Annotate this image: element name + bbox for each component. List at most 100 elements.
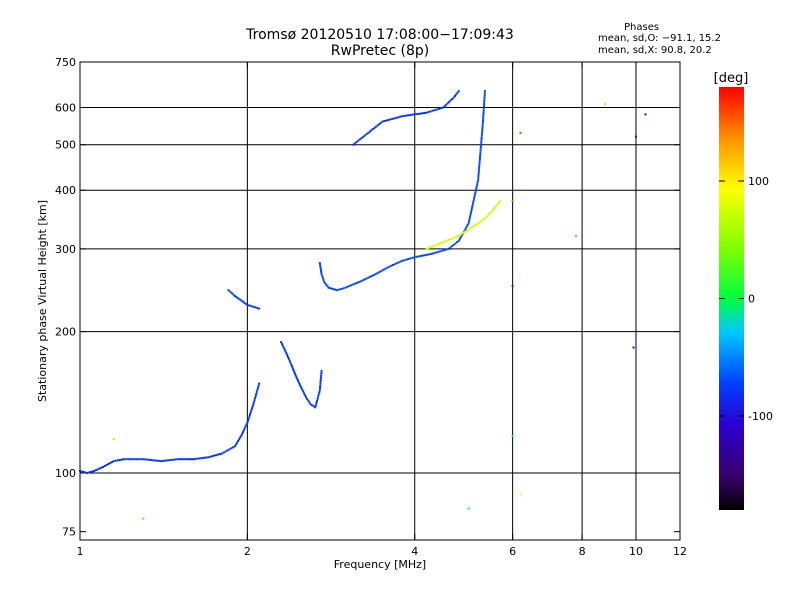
trace-point	[363, 278, 366, 281]
trace-point	[455, 93, 458, 96]
trace-point	[100, 466, 103, 469]
trace-point	[475, 187, 478, 190]
trace-point	[358, 138, 361, 141]
trace-point	[242, 431, 244, 433]
trace-point	[448, 238, 450, 241]
trace-point	[432, 244, 435, 247]
trace-point	[234, 445, 236, 448]
trace-point	[152, 459, 155, 462]
trace-point	[434, 244, 437, 247]
trace-point	[323, 281, 326, 284]
trace-point	[257, 386, 259, 389]
trace-point	[190, 458, 193, 461]
trace-point	[148, 458, 151, 461]
trace-point	[290, 363, 293, 366]
trace-point	[473, 193, 476, 196]
trace-point	[399, 260, 402, 263]
scatter-point	[467, 507, 470, 510]
trace-point	[469, 227, 472, 230]
trace-point	[232, 446, 235, 449]
trace-point	[395, 116, 398, 119]
trace-point	[240, 299, 243, 302]
trace-point	[491, 209, 494, 212]
trace-point	[377, 271, 380, 274]
trace-point	[293, 372, 296, 375]
x-tick-label: 2	[244, 545, 251, 558]
trace-point	[309, 403, 312, 406]
axis-ticks	[79, 61, 681, 540]
trace-point	[357, 139, 360, 142]
trace-point	[494, 206, 497, 208]
trace-point	[450, 238, 452, 240]
trace-point	[236, 441, 239, 444]
trace-point	[308, 401, 311, 404]
trace-point	[80, 470, 83, 473]
trace-point	[367, 276, 370, 279]
trace-point	[427, 247, 430, 250]
x-axis-label: Frequency [MHz]	[334, 558, 426, 571]
y-tick-label: 750	[55, 56, 76, 69]
trace-point	[207, 456, 210, 459]
trace-point	[79, 470, 81, 472]
trace-point	[495, 204, 498, 207]
trace-point	[365, 277, 368, 280]
trace-point	[479, 153, 482, 156]
trace-point	[399, 115, 402, 118]
trace-point	[483, 217, 486, 220]
trace-point	[288, 359, 291, 362]
trace-point	[319, 378, 322, 381]
trace-point	[241, 432, 244, 435]
trace-point	[417, 112, 420, 115]
trace-point	[239, 436, 242, 439]
trace-point	[354, 282, 356, 285]
trace-point	[258, 382, 261, 385]
trace-point	[342, 287, 345, 290]
trace-point	[303, 392, 306, 395]
trace-point	[226, 449, 229, 452]
trace-point	[344, 286, 347, 289]
trace-point	[481, 132, 483, 135]
trace-point	[176, 458, 179, 461]
trace-point	[320, 374, 323, 377]
trace-point	[449, 246, 452, 249]
trace-point	[138, 458, 141, 461]
trace-point	[320, 273, 323, 276]
scatter-point	[511, 199, 514, 202]
scatter-point	[142, 517, 145, 520]
trace-point	[363, 134, 366, 137]
trace-point	[479, 151, 482, 154]
trace-point	[160, 460, 163, 463]
trace-point	[403, 259, 406, 262]
trace-point	[248, 304, 251, 307]
trace-point	[213, 454, 215, 457]
trace-point	[362, 135, 365, 138]
trace-point	[84, 471, 87, 474]
colorbar-tick-label: -100	[748, 410, 773, 423]
scatter-point	[604, 103, 607, 106]
scatter-point	[511, 434, 514, 437]
trace-point	[299, 384, 302, 387]
trace-point	[192, 458, 195, 461]
trace-point	[222, 451, 225, 454]
trace-point	[281, 344, 284, 347]
trace-point	[448, 100, 451, 103]
trace-point	[182, 458, 185, 461]
trace-point	[314, 404, 317, 407]
trace-point	[237, 440, 240, 442]
trace-point	[284, 350, 287, 353]
trace-point	[466, 224, 469, 227]
trace-point	[483, 92, 486, 95]
trace-point	[480, 141, 483, 144]
trace-point	[131, 458, 134, 461]
trace-point	[431, 245, 434, 248]
trace-point	[123, 458, 125, 461]
trace-point	[244, 302, 247, 305]
trace-point	[474, 189, 477, 192]
trace-point	[384, 267, 387, 270]
trace-point	[477, 179, 480, 182]
y-tick-label: 75	[62, 526, 76, 539]
trace-point	[334, 288, 337, 291]
trace-point	[295, 376, 298, 379]
trace-point	[235, 296, 238, 299]
trace-point	[340, 288, 343, 290]
